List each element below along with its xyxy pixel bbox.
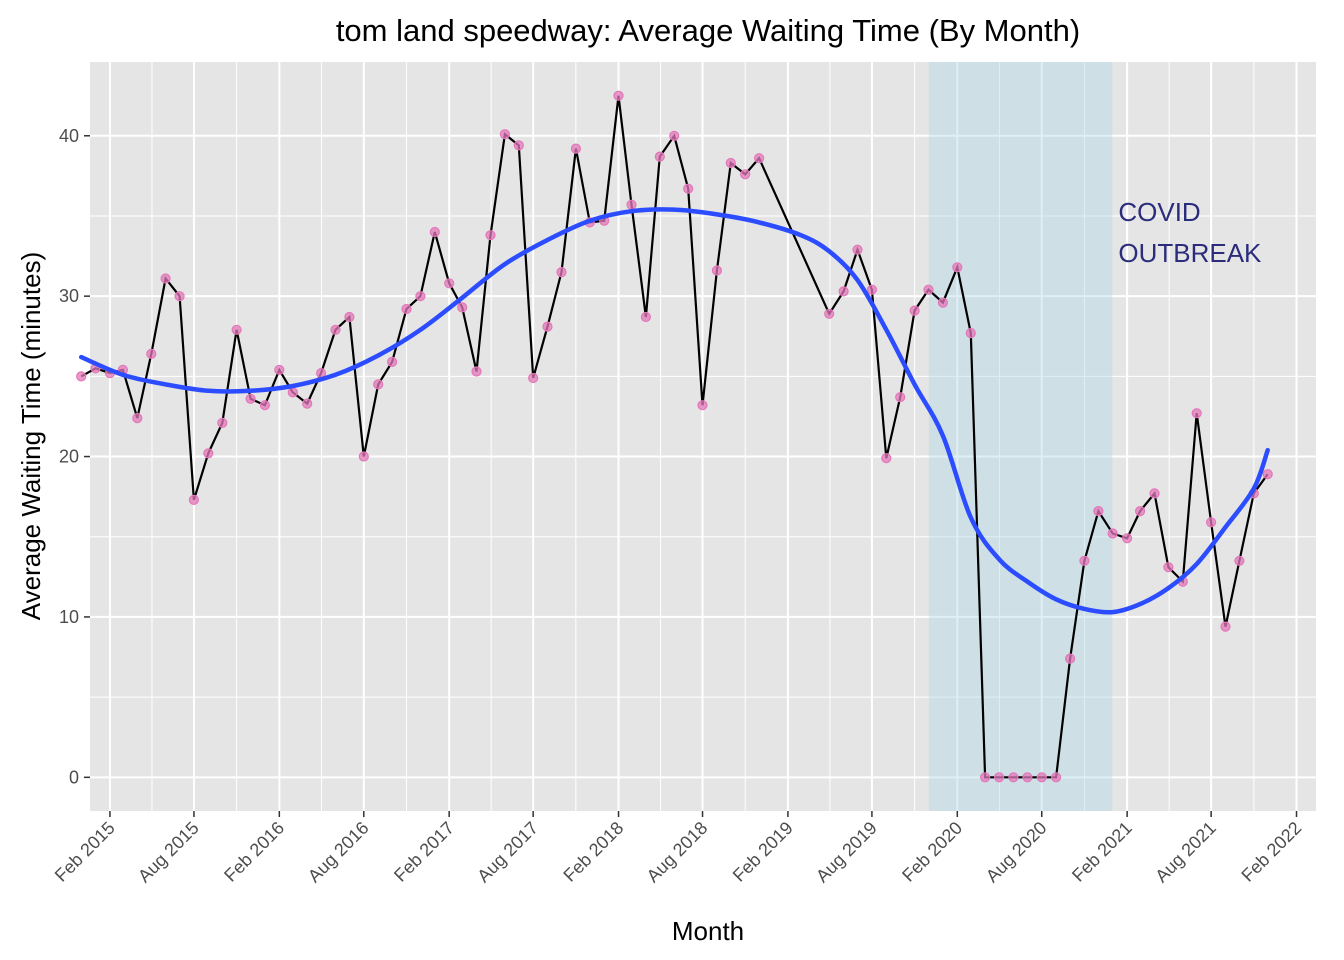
covid-shaded-region <box>928 62 1113 811</box>
data-point <box>188 494 199 505</box>
covid-annotation-line-2: OUTBREAK <box>1118 238 1262 268</box>
data-point <box>401 303 412 315</box>
data-point <box>174 291 185 302</box>
data-point <box>203 448 214 459</box>
data-point <box>444 278 455 289</box>
data-point <box>330 324 341 335</box>
data-point <box>923 284 934 295</box>
data-point <box>1036 772 1047 783</box>
data-point <box>76 371 87 382</box>
data-point <box>1008 772 1019 783</box>
data-point <box>287 387 298 398</box>
data-point <box>1149 488 1160 499</box>
data-point <box>740 169 751 180</box>
x-axis-title: Month <box>672 916 744 946</box>
data-point <box>471 366 482 377</box>
data-point <box>1134 506 1146 517</box>
chart-title: tom land speedway: Average Waiting Time … <box>336 13 1080 48</box>
data-point <box>513 140 524 151</box>
data-point <box>146 348 157 359</box>
data-point <box>415 291 426 302</box>
data-point <box>979 772 991 783</box>
y-tick-label: 0 <box>69 767 79 787</box>
data-point <box>1050 772 1062 783</box>
major-gridlines <box>90 62 1316 811</box>
data-point <box>245 393 256 404</box>
data-point <box>965 328 976 339</box>
data-point <box>217 417 228 428</box>
data-point <box>259 400 270 411</box>
data-point <box>1205 517 1217 528</box>
data-point <box>1022 772 1033 783</box>
data-point <box>852 244 863 255</box>
data-point <box>1262 469 1273 480</box>
data-point <box>683 183 694 194</box>
data-point <box>613 90 624 101</box>
minor-gridlines <box>90 62 1316 811</box>
data-point <box>429 226 440 238</box>
y-axis: 0 10 20 30 40 <box>59 126 90 787</box>
data-point <box>824 308 835 319</box>
data-point <box>697 400 708 411</box>
data-point <box>866 284 878 295</box>
data-point <box>669 130 680 141</box>
data-point <box>838 286 849 297</box>
data-point <box>231 324 242 335</box>
data-point <box>909 305 920 316</box>
data-point <box>937 297 949 308</box>
data-point <box>753 153 765 164</box>
waiting-time-points <box>76 90 1273 783</box>
data-point <box>993 772 1005 783</box>
data-point <box>373 379 384 390</box>
data-point <box>1234 555 1245 566</box>
data-point <box>556 267 567 278</box>
data-point <box>895 392 906 403</box>
data-point <box>132 413 143 424</box>
data-point <box>725 157 736 169</box>
data-point <box>274 364 285 375</box>
data-point <box>881 453 892 464</box>
data-point <box>358 451 369 462</box>
data-point <box>1191 408 1202 419</box>
data-point <box>654 151 665 162</box>
data-point <box>160 273 171 284</box>
smooth-trend-line <box>78 207 1270 615</box>
y-axis-title: Average Waiting Time (minutes) <box>16 252 46 620</box>
data-point <box>711 265 723 276</box>
y-tick-label: 10 <box>59 607 79 627</box>
data-point <box>952 262 963 273</box>
data-point <box>485 230 496 241</box>
data-point <box>1079 555 1090 566</box>
data-point <box>1121 533 1133 544</box>
data-point <box>570 143 582 154</box>
y-tick-label: 20 <box>59 447 79 467</box>
data-point <box>528 372 539 384</box>
covid-annotation-line-1: COVID <box>1118 197 1200 227</box>
data-point <box>1163 562 1174 573</box>
data-point <box>457 302 468 313</box>
data-point <box>640 311 652 323</box>
data-point <box>499 129 510 140</box>
data-point <box>1064 653 1076 664</box>
data-point <box>626 199 637 210</box>
data-point <box>1220 621 1231 632</box>
data-point <box>542 321 553 332</box>
data-point <box>302 398 313 409</box>
y-tick-label: 40 <box>59 126 79 146</box>
data-point <box>1107 528 1118 539</box>
data-point <box>1093 506 1104 517</box>
y-tick-label: 30 <box>59 286 79 306</box>
data-point <box>344 311 355 323</box>
data-point <box>387 356 398 367</box>
